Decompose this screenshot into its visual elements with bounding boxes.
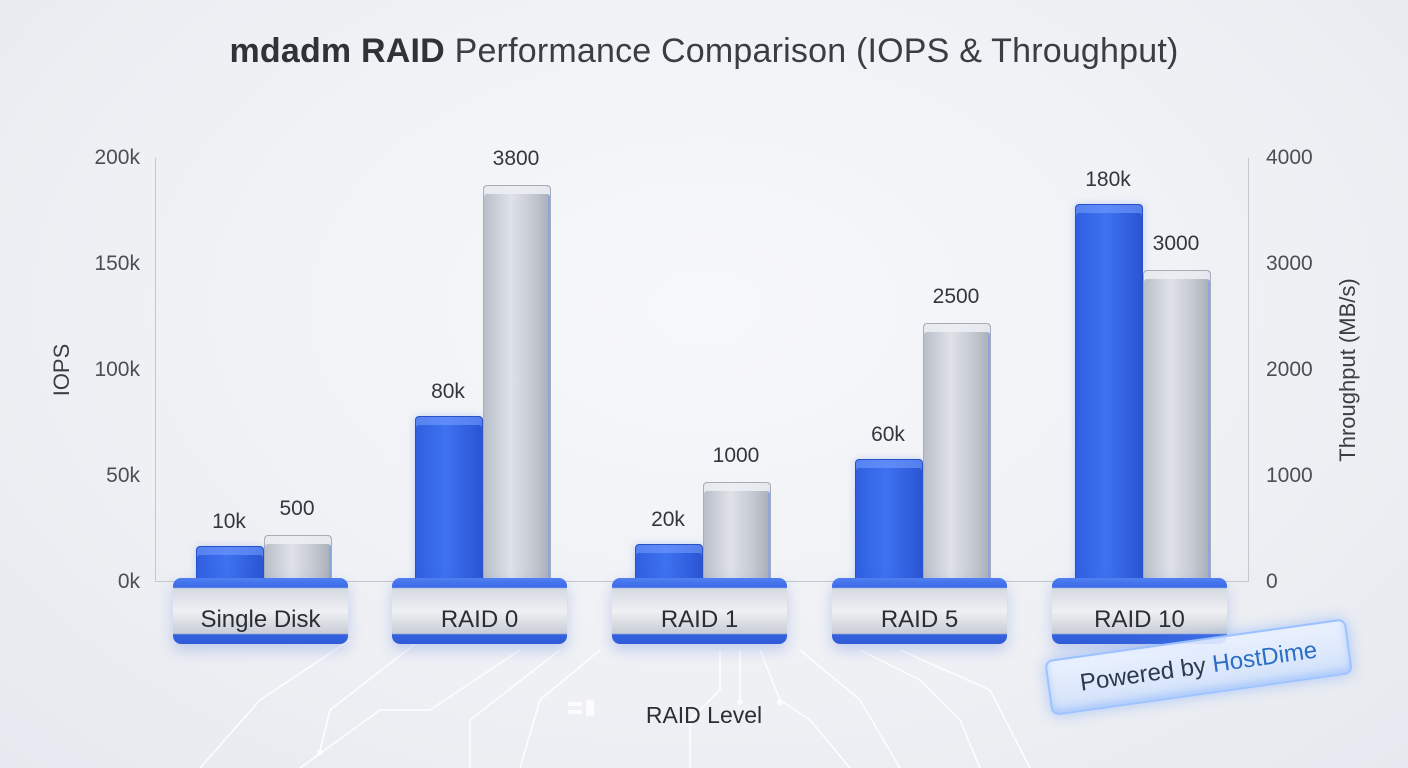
right-tick: 2000	[1266, 358, 1313, 381]
right-axis-line	[1248, 158, 1249, 582]
chart-title-bold: mdadm RAID	[229, 32, 445, 70]
left-tick: 150k	[94, 252, 140, 275]
category-pedestal: Single Disk	[173, 578, 348, 644]
iops-bar	[855, 458, 923, 584]
chart-title-rest: Performance Comparison (IOPS & Throughpu…	[454, 32, 1179, 70]
badge-prefix: Powered by	[1078, 652, 1208, 697]
category-pedestal: RAID 10	[1052, 578, 1227, 644]
throughput-value-label: 1000	[712, 444, 760, 467]
iops-value-label: 10k	[212, 510, 246, 533]
category-label: RAID 5	[880, 606, 959, 633]
iops-bar	[1075, 204, 1143, 584]
throughput-bar	[1143, 270, 1211, 584]
left-tick: 0k	[117, 570, 140, 593]
throughput-value-label: 3800	[492, 147, 540, 171]
left-tick: 200k	[94, 146, 140, 169]
left-axis-title: IOPS	[49, 343, 74, 397]
iops-bar	[415, 416, 483, 584]
iops-value-label: 80k	[431, 380, 465, 404]
right-axis-title: Throughput (MB/s)	[1335, 278, 1360, 462]
throughput-value-label: 3000	[1152, 232, 1200, 255]
category-label: RAID 10	[1094, 606, 1185, 633]
iops-value-label: 20k	[651, 507, 685, 531]
x-axis-title: RAID Level	[645, 702, 763, 728]
circuit-decoration	[199, 639, 1031, 768]
right-tick: 4000	[1266, 146, 1313, 169]
right-tick: 1000	[1266, 464, 1313, 487]
throughput-bar	[923, 323, 991, 584]
left-tick: 50k	[106, 464, 140, 487]
throughput-bar	[264, 535, 332, 584]
right-tick: 3000	[1266, 252, 1313, 275]
chart-title: mdadm RAID Performance Comparison (IOPS …	[0, 32, 1408, 71]
category-pedestal: RAID 5	[832, 578, 1007, 644]
right-tick: 0	[1266, 570, 1278, 593]
category-label: RAID 1	[660, 606, 739, 633]
iops-value-label: 60k	[871, 422, 905, 446]
throughput-value-label: 500	[279, 497, 315, 520]
iops-value-label: 180k	[1085, 168, 1131, 192]
category-pedestal: RAID 1	[612, 578, 787, 644]
category-pedestal: RAID 0	[392, 578, 567, 644]
throughput-value-label: 2500	[932, 285, 980, 308]
throughput-bar	[703, 482, 771, 584]
category-label: Single Disk	[200, 606, 321, 633]
left-tick: 100k	[94, 358, 140, 381]
badge-brand: HostDime	[1210, 636, 1319, 679]
left-axis-line	[155, 158, 156, 582]
category-label: RAID 0	[440, 606, 519, 633]
